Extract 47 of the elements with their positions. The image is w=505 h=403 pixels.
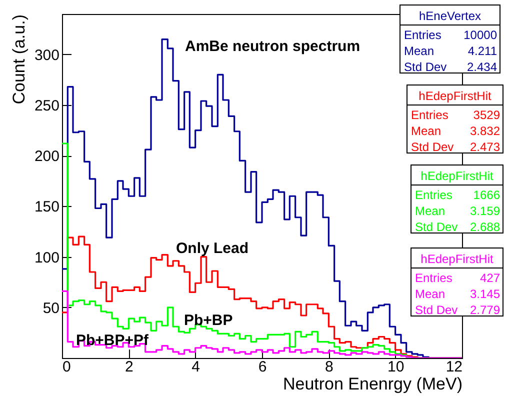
text: 10000 [464, 28, 498, 42]
x-tick-label: 10 [387, 358, 404, 376]
annotation: Std Dev [404, 60, 447, 74]
x-tick-label: 8 [324, 358, 334, 376]
annotation: Mean [404, 44, 434, 58]
annotation: Entries [411, 108, 448, 122]
text: 3.159 [470, 204, 500, 218]
text: 3.832 [470, 124, 500, 138]
x-tick-label: 0 [62, 358, 71, 376]
y-tick-label: 250 [34, 98, 60, 115]
annotation: hEdepFirstHit [418, 89, 492, 103]
annotation: Mean [411, 124, 442, 138]
text: 2.779 [470, 303, 500, 317]
text: 2.434 [466, 60, 498, 74]
x-tick-label: 12 [446, 358, 462, 376]
series-label: AmBe neutron spectrum [185, 38, 360, 55]
annotation: Entries [404, 28, 442, 42]
text: 427 [480, 271, 500, 285]
y-tick-label: 150 [34, 198, 60, 216]
x-tick-label: 2 [124, 358, 134, 376]
annotation: hEdepFirstHit [420, 252, 494, 266]
y-axis-title: Count (a.u.) [9, 14, 28, 104]
annotation: hEneVertex [418, 9, 482, 23]
annotation: Entries [415, 271, 452, 285]
series-label: Pb+BP [184, 312, 233, 329]
annotation: Mean [415, 287, 446, 301]
x-tick-label: 4 [192, 358, 200, 376]
x-tick-label: 6 [258, 358, 267, 376]
y-tick-label: 100 [34, 249, 60, 266]
annotation: Mean [415, 204, 446, 218]
series-label: Pb+BP+Pf [76, 332, 150, 349]
y-tick-label: 200 [34, 148, 60, 166]
series-label: Only Lead [176, 240, 249, 257]
text: 2.473 [470, 140, 500, 154]
x-axis-title: Neutron Enenrgy (MeV) [282, 374, 462, 394]
y-tick-label: 50 [42, 300, 60, 317]
annotation: Std Dev [415, 220, 458, 234]
y-tick-label: 300 [34, 46, 60, 64]
text: 1666 [473, 188, 500, 202]
annotation: Entries [415, 188, 452, 202]
annotation: Std Dev [411, 140, 454, 154]
text: 3529 [473, 108, 500, 122]
text: 2.688 [470, 220, 500, 234]
text: 3.145 [470, 287, 500, 301]
annotation: hEdepFirstHit [420, 169, 494, 183]
text: 4.211 [468, 44, 498, 58]
annotation: Std Dev [415, 303, 458, 317]
